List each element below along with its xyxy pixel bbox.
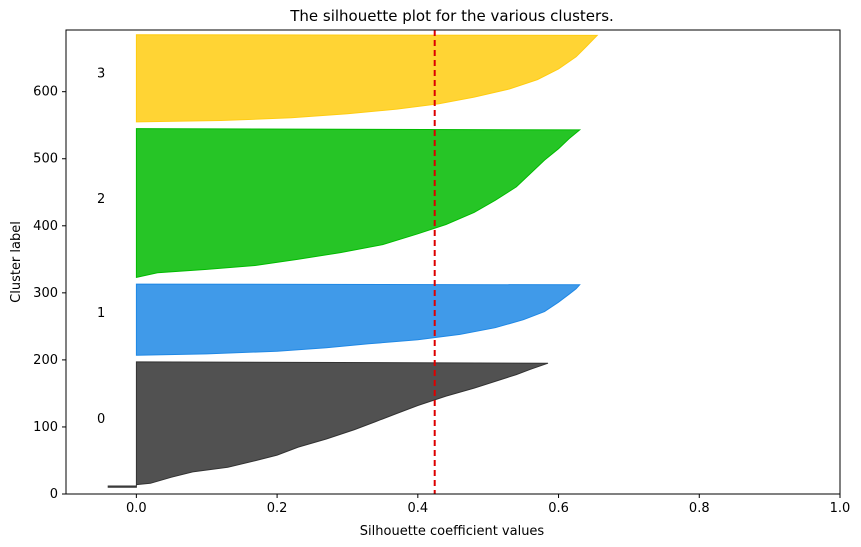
cluster-3-silhouette xyxy=(135,34,599,123)
x-axis-ticks: 0.0 0.2 0.4 0.6 0.8 1.0 xyxy=(126,494,850,516)
y-tick-label: 600 xyxy=(33,85,58,100)
y-tick-label: 400 xyxy=(33,219,58,234)
x-tick-label: 0.2 xyxy=(267,501,288,516)
y-tick-label: 500 xyxy=(33,152,58,167)
y-tick-label: 100 xyxy=(33,420,58,435)
cluster-1-silhouette xyxy=(135,283,581,356)
cluster-2-label: 2 xyxy=(97,192,105,207)
cluster-3-label: 3 xyxy=(97,67,105,82)
x-tick-label: 0.6 xyxy=(548,501,569,516)
x-tick-label: 0.0 xyxy=(126,501,147,516)
x-tick-label: 1.0 xyxy=(830,501,851,516)
x-tick-label: 0.4 xyxy=(407,501,428,516)
cluster-1-label: 1 xyxy=(97,306,105,321)
chart-title: The silhouette plot for the various clus… xyxy=(289,7,614,25)
y-axis-label: Cluster label xyxy=(9,221,24,303)
y-tick-label: 300 xyxy=(33,286,58,301)
silhouette-fills xyxy=(107,34,599,488)
cluster-0-silhouette xyxy=(107,361,549,488)
x-axis-label: Silhouette coefficient values xyxy=(360,524,545,539)
y-axis-ticks: 0 100 200 300 400 500 600 xyxy=(33,85,66,502)
y-tick-label: 0 xyxy=(50,487,58,502)
cluster-0-label: 0 xyxy=(97,412,105,427)
y-tick-label: 200 xyxy=(33,353,58,368)
x-tick-label: 0.8 xyxy=(689,501,710,516)
cluster-labels: 0 1 2 3 xyxy=(97,67,105,427)
cluster-2-silhouette xyxy=(135,128,582,279)
axes-frame xyxy=(65,29,841,495)
